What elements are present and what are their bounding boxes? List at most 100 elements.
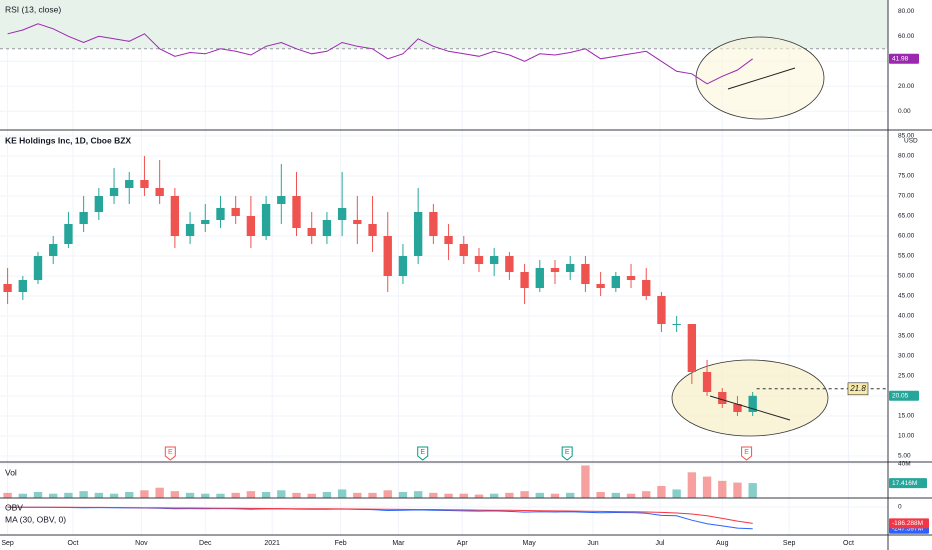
legend-entry: MA (30, OBV, 0) [5,514,66,524]
candle-body [626,276,636,280]
trendlines [709,67,796,421]
candle-body [520,272,529,288]
volume-bar [413,491,423,498]
volume-bar [246,491,256,498]
earnings-label: E [420,449,425,456]
volume-bar [702,476,712,498]
volume-bar [581,465,590,498]
volume-bar [109,493,119,498]
candle-body [49,244,58,256]
x-tick-label: Oct [843,540,854,547]
price-title: KE Holdings Inc, 1D, Cboe BZX [5,135,131,145]
volume-bar [231,492,240,498]
candle-body [94,196,104,212]
rsi-trendline [727,67,796,90]
price-trendline [709,395,791,421]
candle-body [444,236,453,244]
candle-body [657,296,666,324]
earnings-label: E [168,449,173,456]
volume-bar [33,492,43,498]
volume-bar [474,494,484,498]
y-tick-label: 5.00 [898,453,911,460]
y-tick-label: 85.00 [898,133,915,140]
y-tick-label: 70.00 [898,193,915,200]
y-tick-label: 50.00 [898,273,915,280]
y-tick-label: 40M [898,460,911,467]
price-tag-label: -186.288M [892,520,923,527]
volume-bar [79,491,88,498]
candle-body [566,264,575,272]
volume-bar [185,492,195,498]
candle-body [170,196,180,236]
x-tick-label: Oct [68,540,79,547]
x-tick-label: Sep [783,540,796,547]
y-tick-label: 80.00 [898,8,915,15]
volume-bar [444,493,453,498]
volume-bar [733,482,742,498]
y-tick-label: 15.00 [898,413,915,420]
earnings-marker [741,446,753,461]
candle-body [307,228,316,236]
candle-body [292,196,301,228]
volume-bar [657,486,666,498]
price-tag [889,390,919,401]
y-tick-label: 25.00 [898,373,915,380]
volume-bar [18,493,27,498]
candle-body [322,220,332,236]
candle-body [718,392,727,404]
x-tick-label: Apr [457,540,469,547]
price-tag-label: 41.98 [892,55,909,62]
volume-bar [642,491,651,498]
volume-bar [687,472,697,498]
y-tick-label: 55.00 [898,253,915,260]
volume-bar [429,492,438,498]
price-tag-label: 20.05 [892,393,909,400]
earnings-label: E [744,449,749,456]
volume-bar [459,493,468,498]
line [7,506,753,530]
volume-bar [322,492,332,498]
x-tick-label: Feb [335,540,347,547]
volume-bar [201,493,210,498]
candle-body [733,404,742,412]
y-tick-label: 10.00 [898,433,915,440]
y-tick-label: 20.00 [898,83,915,90]
volume-bar [489,493,499,498]
earnings-label: E [565,449,570,456]
x-tick-label: Mar [392,540,405,547]
volume-bar [170,491,180,498]
x-tick-label: 2021 [264,540,280,547]
candle-body [474,256,484,264]
y-tick-label: 30.00 [898,353,915,360]
line [7,23,753,85]
y-tick-label: 60.00 [898,33,915,40]
candle-body [596,284,605,288]
y-tick-label: 75.00 [898,173,915,180]
candle-body [505,256,514,272]
candle-body [702,372,712,392]
candle-body [185,224,195,236]
candle-body [18,280,27,292]
earnings-marker [417,446,429,461]
candle-body [368,224,377,236]
price-tag-label: 17.416M [892,480,917,487]
volume-bar [611,492,621,498]
plot [3,23,757,530]
candle-body [337,208,347,220]
y-tick-label: 45.00 [898,293,915,300]
candle-body [261,204,271,236]
volume-bar [94,492,104,498]
candle-body [687,324,697,372]
x-tick-label: Jul [655,540,664,547]
volume-bar [307,493,316,498]
volume-bar [353,492,362,498]
candle-body [216,208,225,220]
volume-bar [566,492,575,498]
candle-body [581,264,590,284]
vol-title: Vol [5,467,17,477]
candle-body [550,268,560,272]
rsi-ellipse [695,36,825,120]
currency: USD [904,138,918,145]
y-tick-label: 0.00 [898,108,911,115]
